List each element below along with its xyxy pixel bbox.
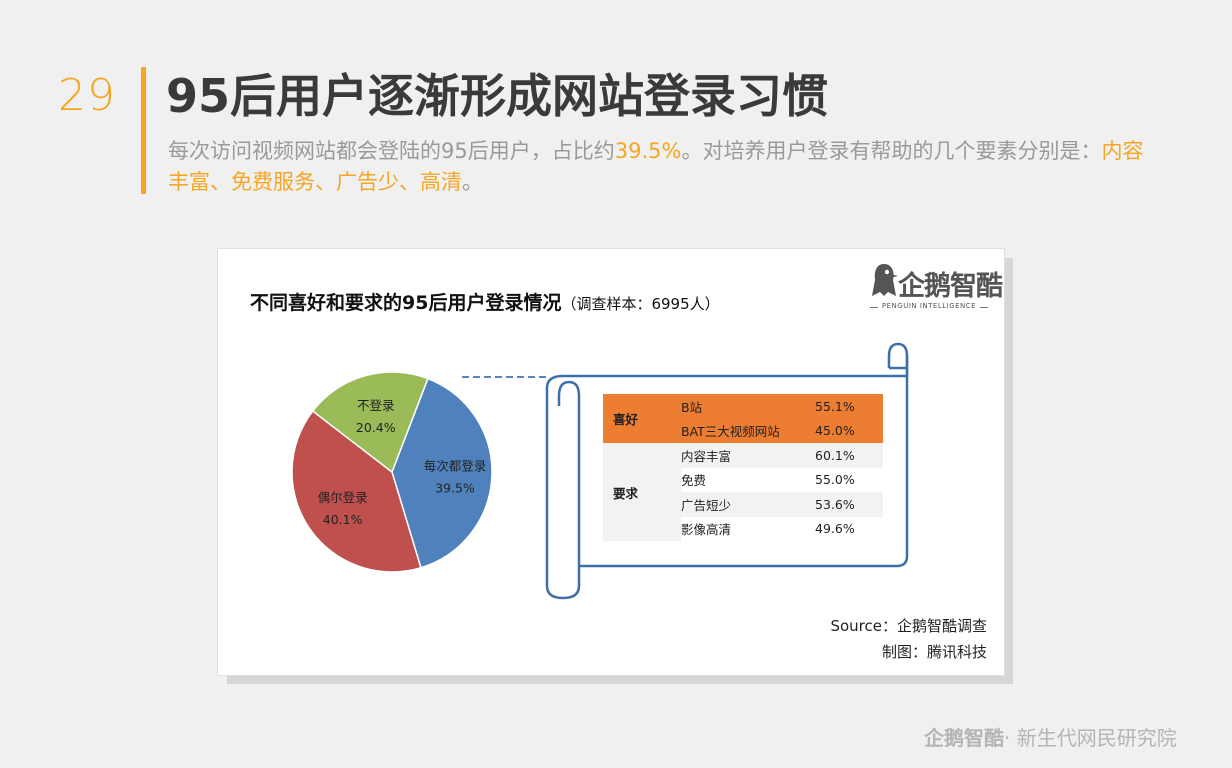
scroll-top-edge — [563, 342, 909, 378]
item-cell: 广告短少 — [681, 492, 815, 517]
value-cell: 49.6% — [815, 516, 883, 541]
item-cell: 影像高清 — [681, 516, 815, 541]
pie-slice — [311, 371, 429, 474]
pie-slice-value: 39.5% — [435, 480, 475, 495]
subtitle-text-1: 每次访问视频网站都会登陆的95后用户，占比约 — [168, 139, 615, 163]
pie-slice-value: 20.4% — [356, 420, 396, 435]
subtitle-highlight-factors: 内容丰富、免费服务、广告少、高清 — [168, 139, 1144, 194]
title-accent-bar — [141, 67, 146, 194]
logo-rule-right — [980, 307, 988, 308]
table-row: BAT三大视频网站 45.0% — [603, 418, 883, 443]
table-row: 影像高清 49.6% — [603, 516, 883, 541]
category-cell-preference: 喜好 — [603, 394, 681, 443]
item-cell: 免费 — [681, 467, 815, 492]
chart-source: Source：企鹅智酷调查 制图：腾讯科技 — [830, 613, 987, 665]
logo-tagline: PENGUIN INTELLIGENCE — [881, 302, 977, 310]
item-cell: BAT三大视频网站 — [681, 418, 815, 443]
scroll-right-edge — [579, 356, 909, 568]
value-cell: 55.1% — [815, 394, 883, 419]
item-cell: B站 — [681, 394, 815, 419]
chart-sample-note: （调查样本：6995人） — [561, 295, 720, 313]
penguin-icon — [872, 264, 898, 296]
pie-slice-label: 不登录 — [357, 398, 395, 413]
logo-text: 企鹅智酷 — [898, 271, 1003, 302]
value-cell: 55.0% — [815, 467, 883, 492]
chart-title-main: 不同喜好和要求的95后用户登录情况 — [250, 292, 562, 314]
subtitle-text-3: 。 — [462, 170, 483, 194]
pie-slice — [391, 377, 493, 569]
source-line: Source：企鹅智酷调查 — [830, 617, 987, 635]
penguin-logo: 企鹅智酷 PENGUIN INTELLIGENCE — [870, 262, 1003, 314]
slide-number: 29 — [58, 70, 116, 121]
table-row: 免费 55.0% — [603, 467, 883, 492]
logo-rule-left — [870, 307, 878, 308]
pie-slice-label: 偶尔登录 — [318, 490, 368, 505]
scroll-frame — [462, 342, 909, 600]
credit-line: 制图：腾讯科技 — [881, 643, 987, 661]
pie-chart: 每次都登录 39.5% 偶尔登录 40.1% 不登录 20.4% — [291, 371, 493, 573]
page-subtitle: 每次访问视频网站都会登陆的95后用户，占比约39.5%。对培养用户登录有帮助的几… — [168, 136, 1148, 198]
subtitle-text-2: 。对培养用户登录有帮助的几个要素分别是： — [681, 139, 1102, 163]
pie-slice — [291, 409, 422, 573]
pie-slices — [291, 371, 493, 573]
pie-labels: 每次都登录 39.5% 偶尔登录 40.1% 不登录 20.4% — [318, 398, 487, 527]
table-row: 要求 内容丰富 60.1% — [603, 443, 883, 541]
category-cell-requirement: 要求 — [603, 443, 681, 541]
scroll-left-roll — [545, 374, 581, 600]
value-cell: 45.0% — [815, 418, 883, 443]
breakdown-table: 喜好 B站 55.1% BAT三大视频网站 45.0% 要求 内容丰富 60.1… — [603, 394, 883, 541]
item-cell: 内容丰富 — [681, 443, 815, 468]
chart-title: 不同喜好和要求的95后用户登录情况（调查样本：6995人） — [250, 288, 720, 315]
value-cell: 60.1% — [815, 443, 883, 468]
subtitle-highlight-percent: 39.5% — [614, 139, 682, 163]
footer-text: · 新生代网民研究院 — [1004, 726, 1177, 750]
pie-slice-value: 40.1% — [323, 512, 363, 527]
page-title: 95后用户逐渐形成网站登录习惯 — [166, 69, 829, 123]
footer-brand: 企鹅智酷 — [924, 726, 1004, 750]
table-row: 广告短少 53.6% — [603, 492, 883, 517]
page-footer: 企鹅智酷· 新生代网民研究院 — [924, 722, 1177, 751]
table-row: 喜好 B站 55.1% — [603, 394, 883, 443]
pie-slice-label: 每次都登录 — [424, 458, 487, 473]
value-cell: 53.6% — [815, 492, 883, 517]
